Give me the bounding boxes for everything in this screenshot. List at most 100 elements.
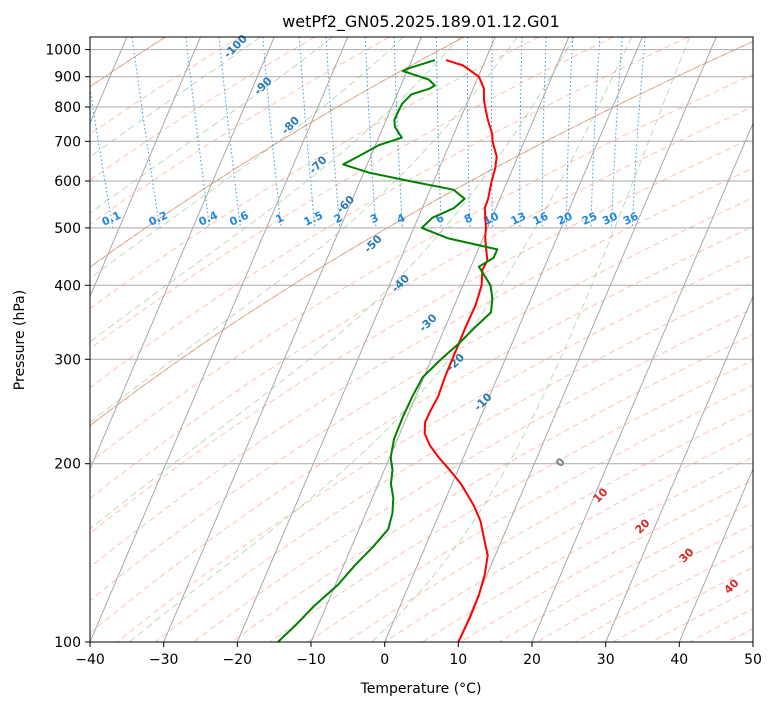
moist-adiabat (371, 37, 691, 642)
x-tick-label: −40 (75, 652, 105, 668)
dry-adiabat (766, 37, 775, 642)
dry-adiabat (384, 432, 753, 642)
background-lines (90, 37, 775, 642)
dry-adiabat (90, 167, 753, 568)
theta-e-curve (90, 37, 166, 88)
x-tick-label: −20 (223, 652, 253, 668)
mixing-ratio-line (218, 37, 241, 228)
isotherm-gridline (678, 467, 753, 642)
mixing-ratio-label: 16 (531, 209, 551, 227)
line-annotations: -100-90-80-70-60-50-40-30-20-100.1 0.2 0.4… (100, 32, 742, 597)
y-tick-label: 300 (54, 352, 81, 368)
dry-adiabat (90, 37, 614, 350)
x-tick-label: 50 (744, 652, 762, 668)
moist-adiabat (90, 37, 261, 158)
mixing-ratio-line (90, 86, 114, 228)
isotherm-label: -80 (279, 114, 302, 137)
isotherm-gridline (90, 37, 201, 298)
y-tick-label: 900 (54, 70, 81, 86)
moist-adiabat (90, 37, 333, 214)
y-axis: 100 200 300 400 500 600 700 800 900 1000 (45, 43, 90, 651)
dry-adiabat (345, 409, 753, 642)
isotherm-gridline (310, 37, 570, 642)
dry-adiabat (574, 545, 753, 642)
mixing-ratio-label: 0.1 (100, 209, 123, 229)
isotherm-gridline (90, 37, 349, 642)
moist-adiabat (90, 37, 518, 424)
y-axis-label: Pressure (hPa) (12, 290, 28, 390)
x-tick-label: −30 (149, 652, 179, 668)
isotherm-gridline (752, 640, 753, 642)
isotherm-gridline (90, 37, 275, 471)
mixing-ratio-label: 3 (368, 211, 380, 226)
mixing-ratio-line (185, 37, 211, 228)
dry-adiabat (90, 106, 753, 499)
dry-adiabat (90, 37, 315, 181)
isotherm-gridline (605, 295, 753, 642)
y-tick-label: 1000 (45, 43, 81, 59)
mixing-ratio-label: 4 (395, 211, 408, 226)
isotherm-label: -50 (361, 232, 384, 255)
x-tick-label: 30 (597, 652, 615, 668)
isotherm-gridline (384, 37, 643, 642)
mixing-ratio-line (325, 37, 341, 228)
theta-e-label: 40 (722, 576, 742, 596)
dry-adiabat (90, 73, 753, 464)
mixing-ratio-line (466, 37, 471, 228)
profiles (277, 59, 499, 642)
dry-adiabat (231, 334, 753, 642)
mixing-ratio-line (565, 37, 574, 228)
isotherm-label: -40 (389, 272, 412, 295)
mixing-ratio-label: 36 (621, 209, 641, 227)
dry-adiabat (193, 308, 753, 642)
y-tick-label: 500 (54, 221, 81, 237)
mixing-ratio-line (519, 37, 523, 228)
mixing-ratio-line (611, 37, 623, 228)
dry-adiabat (422, 456, 753, 642)
dry-adiabat (90, 37, 241, 135)
dry-adiabat (269, 359, 753, 642)
y-tick-label: 800 (54, 100, 81, 116)
mixing-ratio-line (262, 37, 282, 228)
moist-adiabat (90, 37, 404, 279)
x-tick-label: 10 (449, 652, 467, 668)
temperature-profile-line (423, 59, 498, 642)
y-tick-label: 200 (54, 457, 81, 473)
mixing-ratio-line (631, 37, 646, 228)
x-tick-label: 0 (380, 652, 389, 668)
theta-e-curve (90, 40, 753, 427)
x-tick-label: 20 (523, 652, 541, 668)
grid-lines (90, 37, 753, 642)
y-tick-label: 400 (54, 278, 81, 294)
dry-adiabat (90, 225, 753, 634)
mixing-ratio-label: 30 (600, 209, 620, 227)
mixing-ratio-line (541, 37, 547, 228)
dry-adiabat (90, 40, 753, 427)
dry-adiabat (307, 384, 753, 642)
dewpoint-profile-line (277, 59, 499, 642)
isotherm-gridline (236, 37, 496, 642)
y-tick-label: 700 (54, 134, 81, 150)
mixing-ratio-label: 20 (555, 209, 575, 227)
dry-adiabat (650, 587, 753, 642)
plot-frame (89, 36, 754, 643)
dry-adiabat (117, 253, 753, 642)
mixing-ratio-label: 0.2 (147, 209, 170, 229)
moist-adiabat (128, 37, 633, 642)
mixing-ratio-label: 1 (274, 211, 286, 226)
chart-title: wetPf2_GN05.2025.189.01.12.G01 (282, 12, 560, 32)
moist-adiabat (90, 37, 461, 343)
theta-e-label: 10 (591, 485, 611, 505)
dry-adiabat (90, 197, 753, 602)
isotherm-gridline (457, 37, 717, 642)
mixing-ratio-line (590, 37, 601, 228)
mixing-ratio-label: 25 (580, 210, 599, 228)
dry-adiabat (90, 37, 390, 225)
isotherm-gridline (531, 122, 753, 642)
dry-adiabat (689, 608, 753, 642)
isotherm-label: -100 (221, 32, 250, 61)
mixing-ratio-label: 13 (509, 210, 528, 228)
moist-adiabat (90, 37, 575, 530)
y-tick-label: 600 (54, 174, 81, 190)
